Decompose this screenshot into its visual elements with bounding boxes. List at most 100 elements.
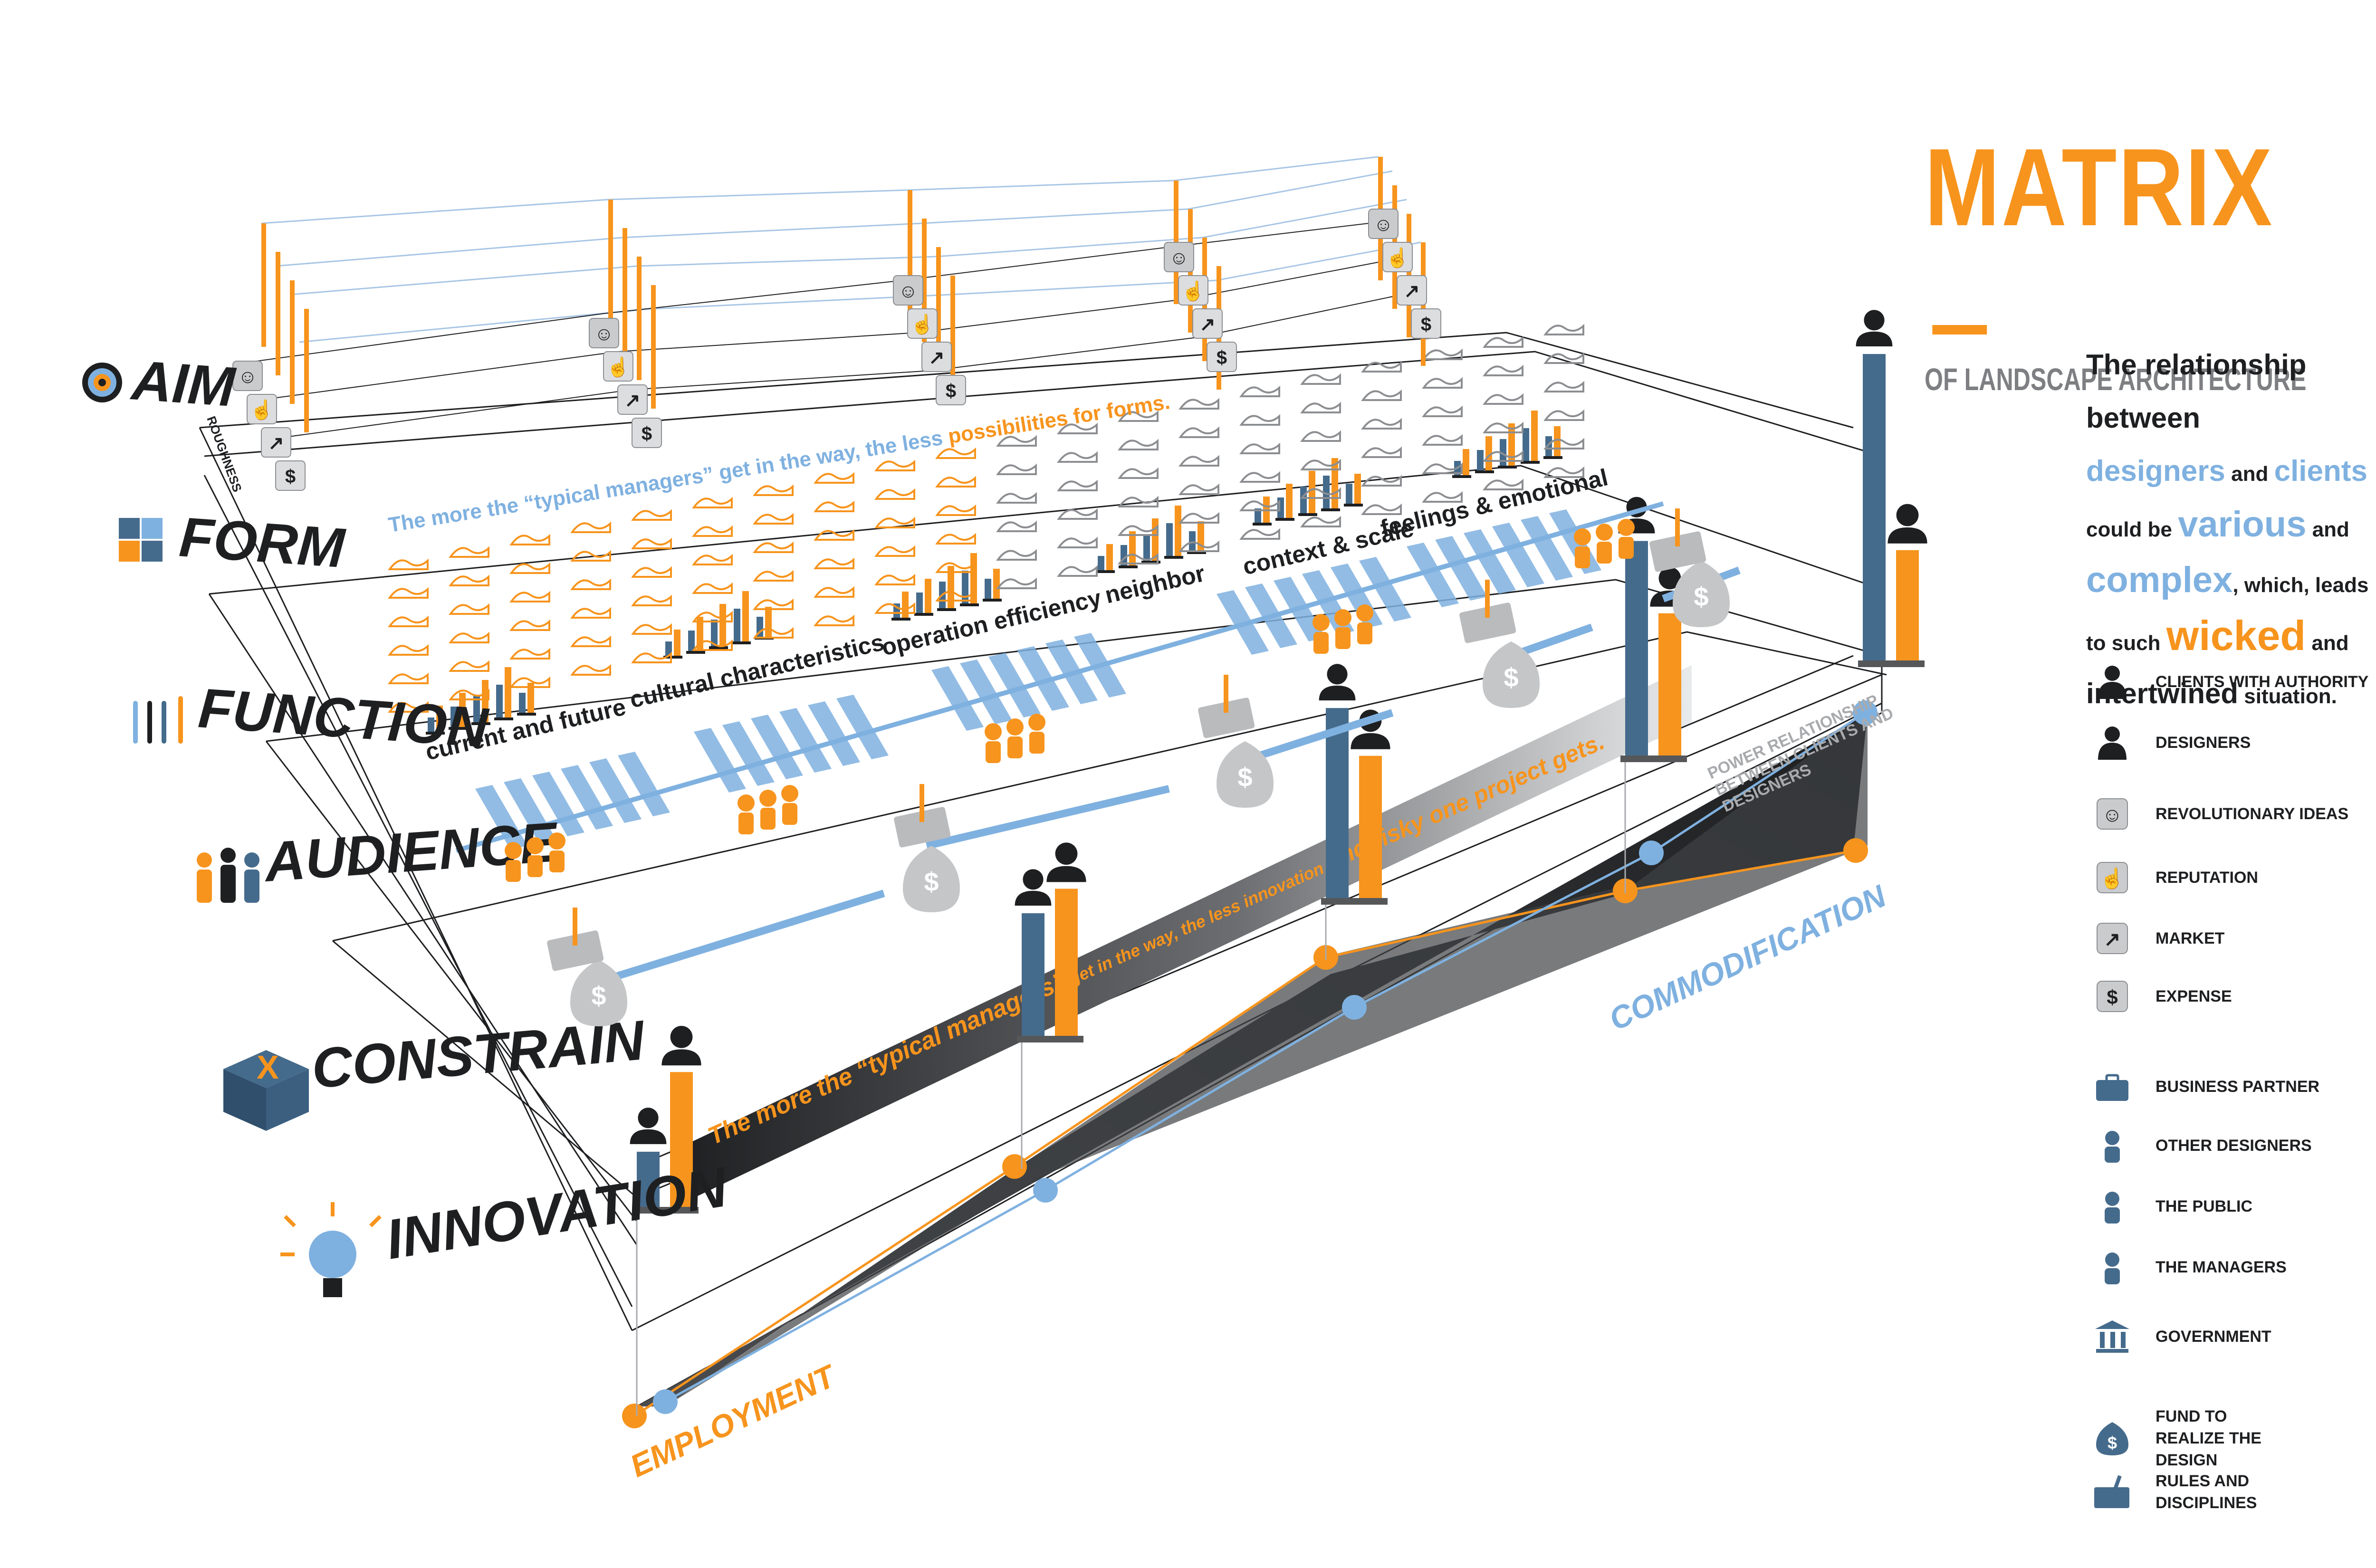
aim-icon-glyph: ☺ [899, 281, 918, 302]
form-sketch [388, 701, 429, 713]
aim-icon-glyph: ↗ [268, 433, 284, 454]
form-sketch [631, 594, 672, 606]
form-sketch [1361, 475, 1402, 487]
form-sketch [570, 607, 611, 619]
form-sketch [1300, 487, 1341, 499]
mini-bar-base [1119, 565, 1138, 568]
mini-bar [674, 630, 680, 656]
mini-bar [1129, 531, 1136, 565]
mini-bar [482, 680, 489, 722]
page-subtitle: OF LANDSCAPE ARCHITECTURE [1925, 362, 2307, 397]
people-icon [197, 848, 259, 903]
svg-text:☝: ☝ [2100, 866, 2125, 890]
mini-bar [1300, 487, 1307, 513]
mini-bar [1175, 506, 1181, 556]
form-sketch [449, 546, 489, 558]
form-sketch [388, 615, 429, 627]
form-sketch [1483, 393, 1523, 405]
plane-constrain [332, 631, 1887, 942]
aim-icon-glyph: ☝ [1386, 246, 1409, 269]
mini-bar [1508, 423, 1515, 466]
aim-icon-tile [1382, 242, 1413, 272]
legend-item: OTHER DESIGNERS [2091, 1124, 2312, 1167]
legend-item: ↗ MARKET [2091, 917, 2224, 960]
aim-icon-tile [1178, 275, 1208, 306]
form-sketch [1239, 528, 1280, 540]
form-sketch [753, 484, 794, 496]
legend-label: BUSINESS PARTNER [2156, 1078, 2320, 1096]
mini-bar-base [1141, 561, 1160, 564]
power-bars [630, 310, 1927, 1214]
mini-bar [902, 592, 909, 618]
aim-icon-tile [936, 375, 966, 405]
legend-label: EXPENSE [2156, 987, 2232, 1005]
form-sketch [753, 513, 794, 525]
form-sketch [1543, 438, 1584, 449]
stripe [808, 701, 860, 766]
designer-bar [1359, 755, 1382, 898]
stripe [1492, 523, 1544, 587]
legend-label: RULES AND DISCIPLINES [2156, 1472, 2257, 1512]
mini-bar [1531, 411, 1538, 461]
bar-base [1017, 1036, 1083, 1042]
mini-bar [742, 591, 749, 641]
designer-bar [670, 1072, 693, 1207]
other-designers-icon [2091, 1124, 2134, 1167]
mini-bar-base [960, 603, 979, 606]
legend-item: DESIGNERS [2091, 721, 2251, 764]
audience-icon [505, 832, 565, 882]
aim-icon-tile [247, 394, 277, 424]
guide-lines [636, 760, 1626, 1416]
form-sketch [1483, 450, 1523, 462]
form-sketch [1118, 553, 1159, 564]
form-sketch [1361, 389, 1402, 401]
aim-icon-glyph: ☺ [594, 324, 614, 344]
aim-icon-glyph: ☺ [1169, 248, 1189, 268]
form-sketch [996, 463, 1037, 475]
mini-bar-base [471, 722, 490, 725]
legend-label: OTHER DESIGNERS [2156, 1137, 2312, 1155]
form-sketch [631, 651, 672, 663]
stripe [779, 708, 832, 773]
mini-bar [985, 579, 991, 599]
mini-bar [1143, 534, 1150, 561]
form-sketch [1300, 459, 1341, 470]
client-point [1033, 1178, 1058, 1203]
business-partner-icon [2091, 1065, 2134, 1108]
mini-bar-base [983, 599, 1002, 602]
legend-label: DESIGNERS [2156, 734, 2251, 752]
mini-bar [496, 685, 503, 717]
svg-text:$: $ [1504, 662, 1518, 692]
form-sketch [1361, 361, 1402, 373]
stripe [1464, 529, 1516, 594]
form-sketch [1300, 430, 1341, 442]
client-authority-icon [2091, 660, 2134, 703]
aim-post [651, 285, 656, 409]
mini-bar-base [426, 732, 445, 735]
designer-point [622, 1404, 647, 1428]
aim-icon-glyph: ↗ [1199, 314, 1216, 335]
form-sketch [1422, 491, 1463, 503]
bar-base [1620, 755, 1687, 762]
svg-text:$: $ [2107, 986, 2117, 1008]
form-sketch [814, 614, 854, 626]
svg-text:FUNCTION: FUNCTION [196, 677, 491, 759]
form-sketch [1422, 348, 1463, 360]
form-sketch [874, 602, 915, 614]
layer-constrain: X CONSTRAIN [223, 1009, 648, 1131]
form-sketch [1483, 364, 1523, 376]
form-sketch [1239, 385, 1280, 397]
market-icon: ↗ [2091, 917, 2134, 960]
form-sketch [509, 648, 550, 660]
mini-bar [1189, 531, 1196, 551]
stripe [589, 758, 642, 823]
mini-bar [1477, 450, 1484, 470]
form-sketch [692, 554, 733, 565]
stripe [960, 660, 1012, 724]
mini-bar-base [914, 613, 933, 616]
legend-label: REPUTATION [2156, 869, 2258, 887]
form-sketch [449, 603, 489, 615]
mini-bar [1332, 458, 1338, 508]
aim-post [608, 200, 613, 323]
stripe [1407, 543, 1459, 607]
